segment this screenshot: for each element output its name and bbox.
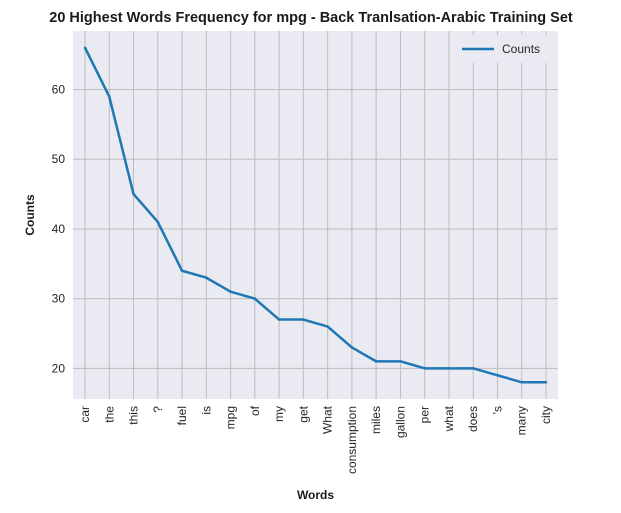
data-point-19 [544, 381, 548, 384]
x-axis-label: Words [297, 488, 334, 502]
x-tick-label-3: ? [151, 406, 165, 413]
legend-label-counts: Counts [502, 42, 540, 56]
x-tick-label-19: city [539, 406, 553, 424]
x-tick-label-8: my [272, 406, 286, 422]
data-point-15 [447, 367, 451, 370]
data-point-4 [180, 269, 184, 273]
legend-box [450, 35, 550, 63]
data-point-14 [423, 367, 426, 370]
data-point-13 [399, 360, 402, 363]
data-point-9 [302, 318, 305, 321]
legend: Counts [450, 35, 550, 63]
data-point-11 [350, 346, 354, 349]
x-tick-label-5: is [199, 406, 213, 415]
series-line-0 [83, 47, 546, 384]
data-point-16 [471, 367, 475, 370]
data-point-18 [520, 381, 523, 384]
x-tick-label-7: of [248, 405, 262, 416]
y-tick-labels: 20 30 40 50 60 [52, 83, 66, 376]
x-tick-label-11: consumption [345, 406, 359, 474]
data-point-3 [156, 220, 160, 224]
data-point-17 [496, 374, 499, 377]
chart-title: 20 Highest Words Frequency for mpg - Bac… [49, 10, 573, 26]
plot-area [73, 31, 558, 399]
y-tick-label-50: 50 [52, 152, 66, 166]
x-tick-label-0: car [78, 406, 92, 423]
data-point-8 [277, 318, 281, 321]
data-point-10 [326, 325, 329, 328]
x-gridlines [84, 31, 547, 399]
x-tick-label-12: miles [369, 406, 383, 434]
x-tick-label-14: per [418, 406, 432, 423]
data-point-2 [132, 192, 135, 196]
x-tick-labels: car the this? fuel is mpg of my get What consumpti… [78, 405, 553, 474]
data-point-1 [108, 95, 111, 98]
y-tick-label-60: 60 [52, 83, 66, 97]
x-tick-label-2: this [127, 406, 141, 425]
x-tick-label-6: mpg [224, 406, 238, 429]
x-tick-label-15: what [442, 405, 456, 432]
data-point-0 [83, 46, 87, 49]
series-layer [83, 46, 548, 384]
x-tick-label-18: many [515, 406, 529, 435]
y-tick-label-20: 20 [52, 361, 66, 375]
x-tick-label-16: does [466, 406, 480, 432]
x-tick-label-13: gallon [393, 406, 407, 438]
y-axis-label: Counts [23, 194, 37, 236]
y-tick-label-30: 30 [52, 292, 66, 306]
x-tick-label-1: the [102, 406, 116, 423]
x-tick-label-17: 's [490, 406, 504, 414]
data-point-7 [253, 297, 257, 300]
x-tick-label-10: What [321, 405, 335, 434]
x-tick-label-4: fuel [175, 406, 189, 425]
data-point-6 [229, 290, 232, 293]
x-tick-label-9: get [296, 405, 310, 422]
y-tick-label-40: 40 [52, 222, 66, 236]
data-point-12 [374, 360, 378, 363]
data-point-5 [205, 276, 208, 279]
